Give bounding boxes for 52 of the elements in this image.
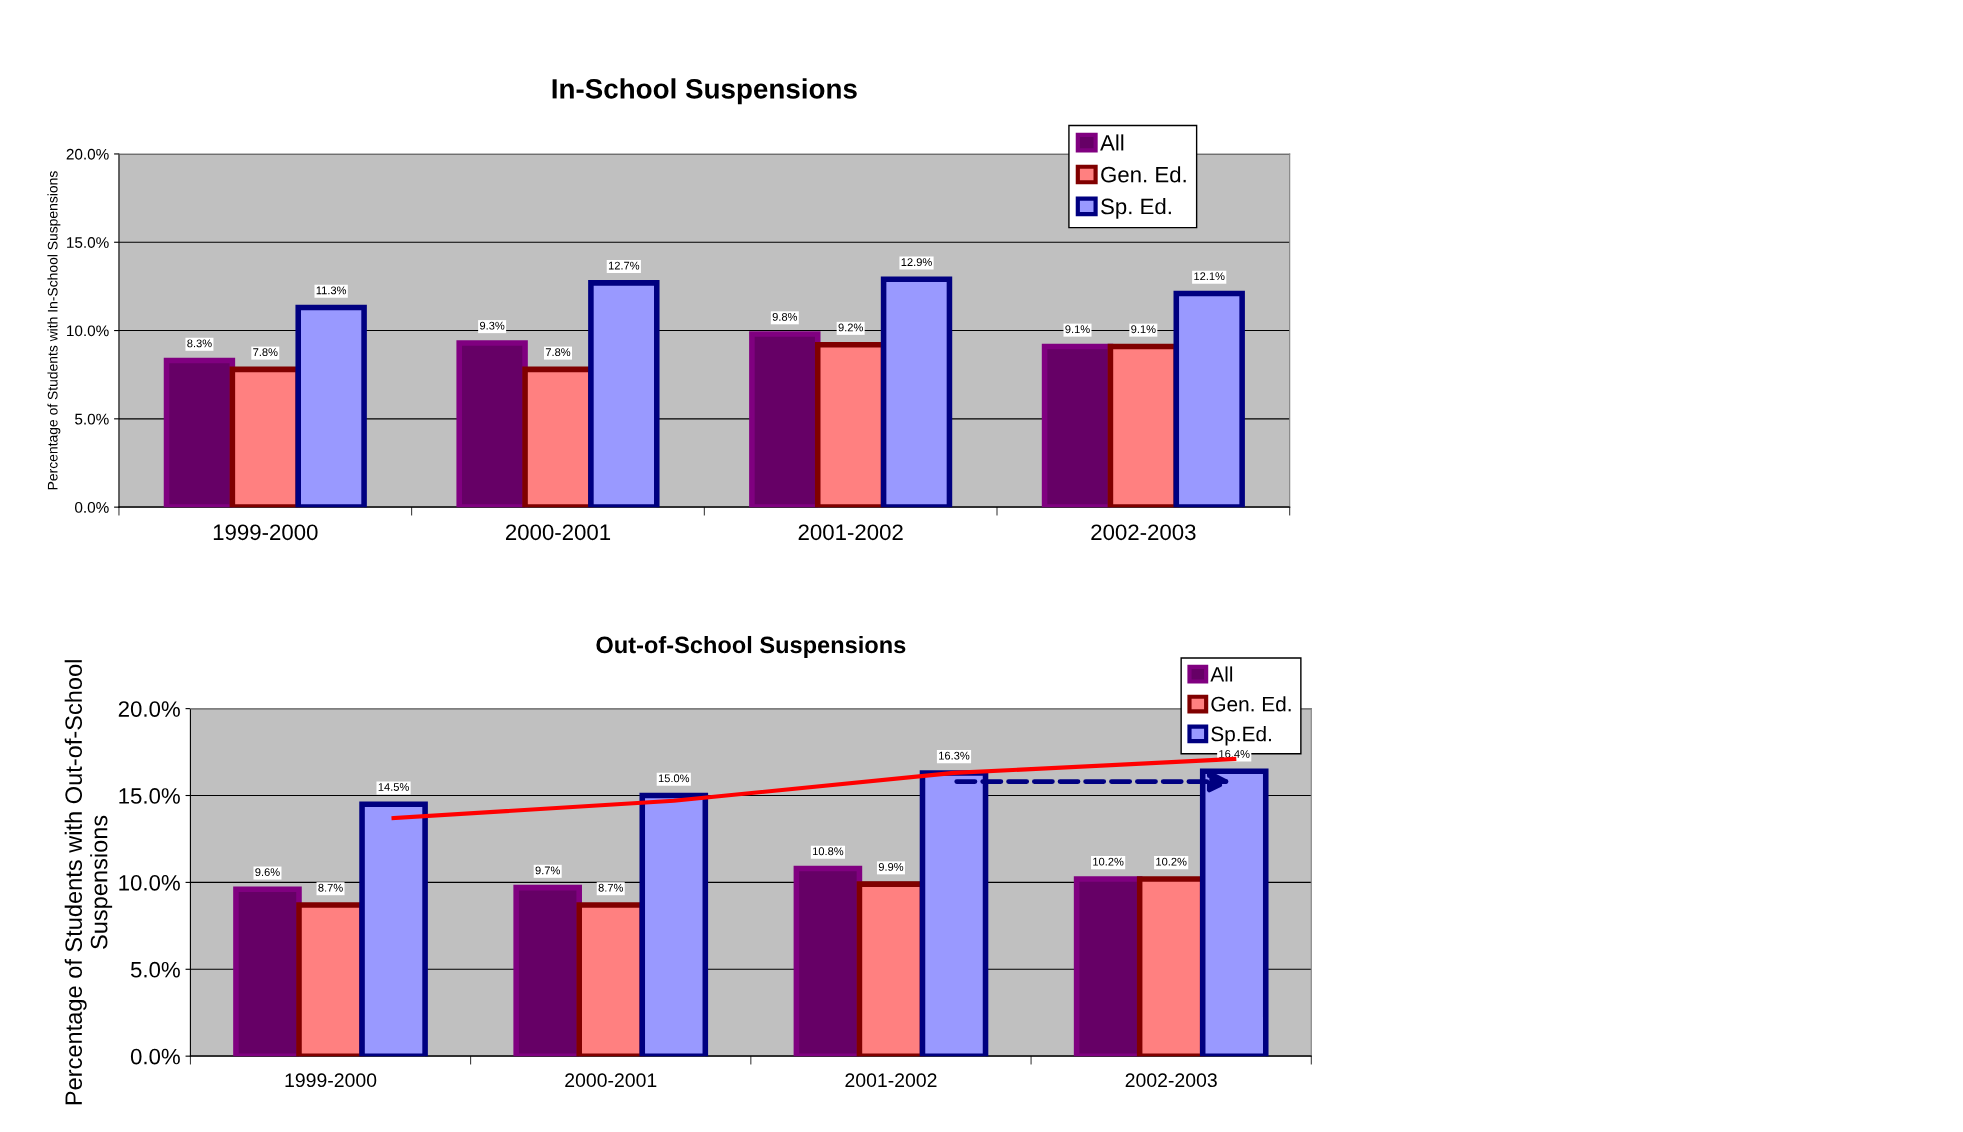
x-tick-label: 2001-2002	[798, 524, 903, 541]
x-tick-label: 1999-2000	[285, 1073, 377, 1088]
data-label: 9.3%	[479, 321, 505, 330]
y-axis-title: Percentage of Students with Out-of-School Suspensions	[64, 660, 113, 1105]
x-tick-label: 2000-2001	[505, 524, 611, 541]
data-label: 8.3%	[187, 339, 212, 348]
data-label: 12.9%	[901, 258, 932, 267]
legend-label: Sp. Ed.	[1101, 198, 1171, 219]
data-label: 9.8%	[772, 312, 798, 321]
chart-title: In-School Suspensions	[552, 78, 857, 105]
legend-label: Gen. Ed.	[1211, 696, 1291, 712]
data-label: 9.1%	[1131, 325, 1156, 334]
data-label: 7.8%	[545, 348, 571, 357]
y-axis-title: Percentage of Students with In-School Suspensions	[47, 171, 61, 490]
y-tick-label: 20.0%	[118, 701, 180, 717]
legend-label: All	[1210, 666, 1233, 682]
data-label: 10.2%	[1093, 857, 1124, 866]
data-label: 12.7%	[608, 261, 640, 270]
data-label: 14.5%	[378, 783, 409, 791]
x-tick-label: 2000-2001	[565, 1073, 657, 1088]
legend-label: Sp.Ed.	[1211, 726, 1271, 746]
data-label: 8.7%	[598, 883, 624, 892]
y-tick-label: 0.0%	[130, 1048, 180, 1065]
y-tick-label: 5.0%	[130, 961, 180, 978]
legend-label: All	[1100, 134, 1124, 151]
data-label: 16.3%	[939, 751, 970, 760]
data-label: 12.1%	[1194, 272, 1225, 281]
data-label: 11.3%	[316, 286, 347, 295]
y-tick-label: 20.0%	[66, 148, 109, 160]
data-label: 15.0%	[658, 774, 690, 783]
data-label: 9.9%	[878, 862, 904, 871]
data-label: 10.8%	[813, 847, 844, 856]
x-tick-label: 2001-2002	[845, 1073, 937, 1088]
y-tick-label: 5.0%	[75, 413, 109, 425]
x-tick-label: 2002-2003	[1091, 524, 1196, 541]
legend-label: Gen. Ed.	[1101, 166, 1186, 183]
y-tick-label: 15.0%	[119, 788, 180, 804]
data-label: 9.2%	[838, 323, 863, 332]
data-label: 9.6%	[255, 868, 280, 877]
x-tick-label: 1999-2000	[213, 524, 318, 541]
data-label: 9.7%	[535, 866, 560, 875]
y-tick-label: 0.0%	[75, 502, 109, 513]
data-label: 8.7%	[318, 883, 343, 892]
chart-title: Out-of-School Suspensions	[596, 635, 906, 658]
x-tick-label: 2002-2003	[1125, 1073, 1217, 1088]
data-label: 10.2%	[1156, 857, 1187, 866]
y-tick-label: 10.0%	[67, 325, 109, 337]
y-tick-label: 15.0%	[67, 237, 109, 248]
y-tick-label: 10.0%	[119, 874, 180, 891]
data-label: 16.4%	[1219, 750, 1250, 758]
data-label: 7.8%	[253, 348, 278, 357]
data-label: 9.1%	[1065, 325, 1090, 334]
